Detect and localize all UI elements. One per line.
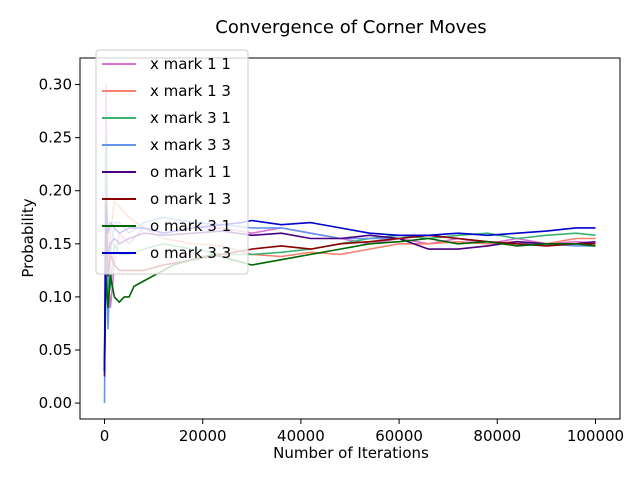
legend-label: o mark 3 3	[150, 244, 231, 262]
y-tick-label: 0.05	[39, 341, 72, 359]
x-tick-label: 80000	[473, 427, 521, 445]
x-tick-label: 20000	[179, 427, 227, 445]
x-tick-label: 100000	[567, 427, 624, 445]
x-tick-label: 0	[100, 427, 110, 445]
y-tick-label: 0.20	[39, 182, 72, 200]
x-axis-label: Number of Iterations	[273, 444, 429, 462]
y-tick-label: 0.30	[39, 76, 72, 94]
y-axis: 0.00 0.05 0.10 0.15 0.20 0.25 0.30	[39, 76, 80, 412]
legend-label: x mark 1 1	[150, 55, 231, 73]
legend-label: x mark 3 3	[150, 136, 231, 154]
y-tick-label: 0.15	[39, 235, 72, 253]
legend-label: x mark 3 1	[150, 109, 231, 127]
legend-label: x mark 1 3	[150, 82, 231, 100]
legend-label: o mark 1 3	[150, 190, 231, 208]
legend-box	[95, 49, 249, 275]
x-tick-label: 40000	[277, 427, 325, 445]
legend-label: o mark 1 1	[150, 163, 231, 181]
chart-title: Convergence of Corner Moves	[215, 17, 486, 38]
axes-frame	[79, 57, 621, 420]
x-axis: 0 20000 40000 60000 80000 100000	[100, 419, 624, 445]
y-axis-label: Probability	[19, 198, 37, 277]
y-tick-label: 0.10	[39, 288, 72, 306]
legend-label: o mark 3 1	[150, 217, 231, 235]
y-tick-label: 0.00	[39, 394, 72, 412]
legend: x mark 1 1 x mark 1 3 x mark 3 1 x mark 3 3…	[95, 49, 249, 275]
y-tick-label: 0.25	[39, 129, 72, 147]
x-tick-label: 60000	[375, 427, 423, 445]
